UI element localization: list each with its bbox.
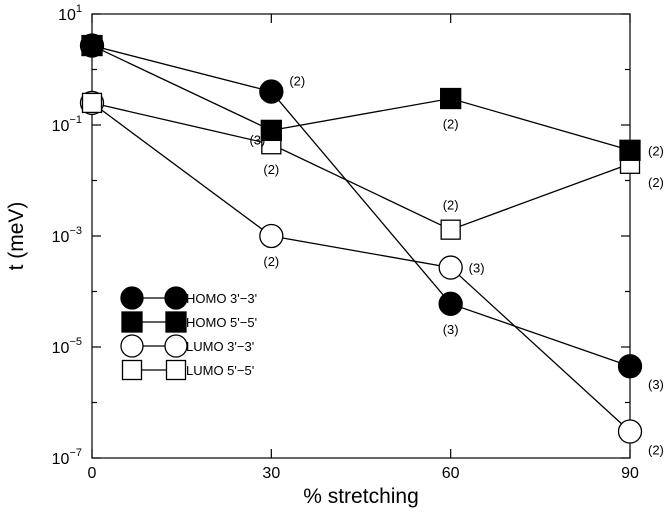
filled-circle-point — [438, 291, 463, 316]
filled-circle-point — [259, 79, 284, 104]
legend-marker — [120, 334, 144, 358]
open-circle-point — [617, 419, 643, 444]
point-annotation: (2) — [263, 162, 279, 177]
y-tick-exponent: −7 — [69, 447, 82, 459]
point-annotation: (3) — [443, 322, 459, 337]
point-annotation: (2) — [289, 74, 305, 89]
legend-marker — [164, 286, 188, 310]
legend-marker — [165, 359, 187, 381]
filled-square-point — [619, 139, 641, 161]
point-annotations: (2) (3) (2) (2) (2) (2) (3) (3) (2) (2) (3) (2) — [249, 74, 663, 458]
x-tick-label: 90 — [621, 465, 639, 482]
series-line — [91, 44, 631, 151]
x-tick-label: 0 — [88, 465, 97, 482]
open-square-point — [81, 92, 103, 114]
x-tick-label: 60 — [442, 465, 460, 482]
legend-marker — [121, 311, 143, 333]
y-tick-label: 10−7 — [52, 447, 82, 468]
legend-marker — [120, 286, 144, 310]
point-annotation: (2) — [443, 117, 459, 132]
y-tick-label: 10−1 — [52, 114, 82, 135]
plot-frame — [91, 13, 631, 459]
point-annotation: (3) — [469, 261, 485, 276]
axis-tick-labels: 0 30 60 90 10−7 10−5 10−3 10−1 101 — [52, 3, 639, 482]
legend-label: LUMO 3'−3' — [186, 339, 254, 354]
y-tick-label: 101 — [58, 3, 82, 24]
legend-label: HOMO 3'−3' — [186, 291, 257, 306]
y-axis-title: t (meV) — [5, 202, 28, 271]
series-lines — [91, 44, 631, 432]
x-axis-title: % stretching — [303, 485, 419, 508]
legend-label: HOMO 5'−5' — [186, 315, 257, 330]
series-markers — [79, 33, 643, 444]
y-tick-exponent: −3 — [69, 225, 82, 237]
open-circle-point — [438, 255, 463, 280]
y-tick-label: 10−3 — [52, 225, 82, 246]
series-line — [91, 102, 631, 231]
point-annotation: (2) — [263, 254, 279, 269]
filled-square-point — [260, 119, 282, 142]
y-tick-exponent: −1 — [69, 114, 82, 126]
open-circle-point — [259, 223, 284, 249]
point-annotation: (2) — [443, 198, 459, 213]
point-annotation: (3) — [249, 132, 265, 147]
axis-ticks — [91, 13, 631, 459]
legend-label: LUMO 5'−5' — [186, 363, 254, 378]
y-tick-exponent: 1 — [76, 3, 82, 15]
point-annotation: (2) — [648, 175, 664, 190]
x-tick-label: 30 — [262, 465, 280, 482]
legend-marker — [165, 311, 187, 333]
y-tick-label: 10−5 — [52, 336, 82, 357]
open-square-point — [440, 219, 461, 240]
y-tick-exponent: −5 — [69, 336, 82, 348]
filled-square-point — [440, 87, 462, 110]
point-annotation: (2) — [648, 443, 664, 458]
filled-circle-point — [617, 354, 643, 379]
legend-marker — [164, 334, 188, 358]
filled-square-point — [81, 34, 103, 57]
legend: HOMO 3'−3' HOMO 5'−5' LUMO 3'−3' LUMO 5'−5' — [120, 286, 257, 381]
series-line — [91, 44, 631, 367]
point-annotation: (2) — [648, 143, 664, 158]
legend-marker — [121, 359, 143, 381]
point-annotation: (3) — [648, 377, 664, 392]
series-line — [91, 102, 631, 432]
